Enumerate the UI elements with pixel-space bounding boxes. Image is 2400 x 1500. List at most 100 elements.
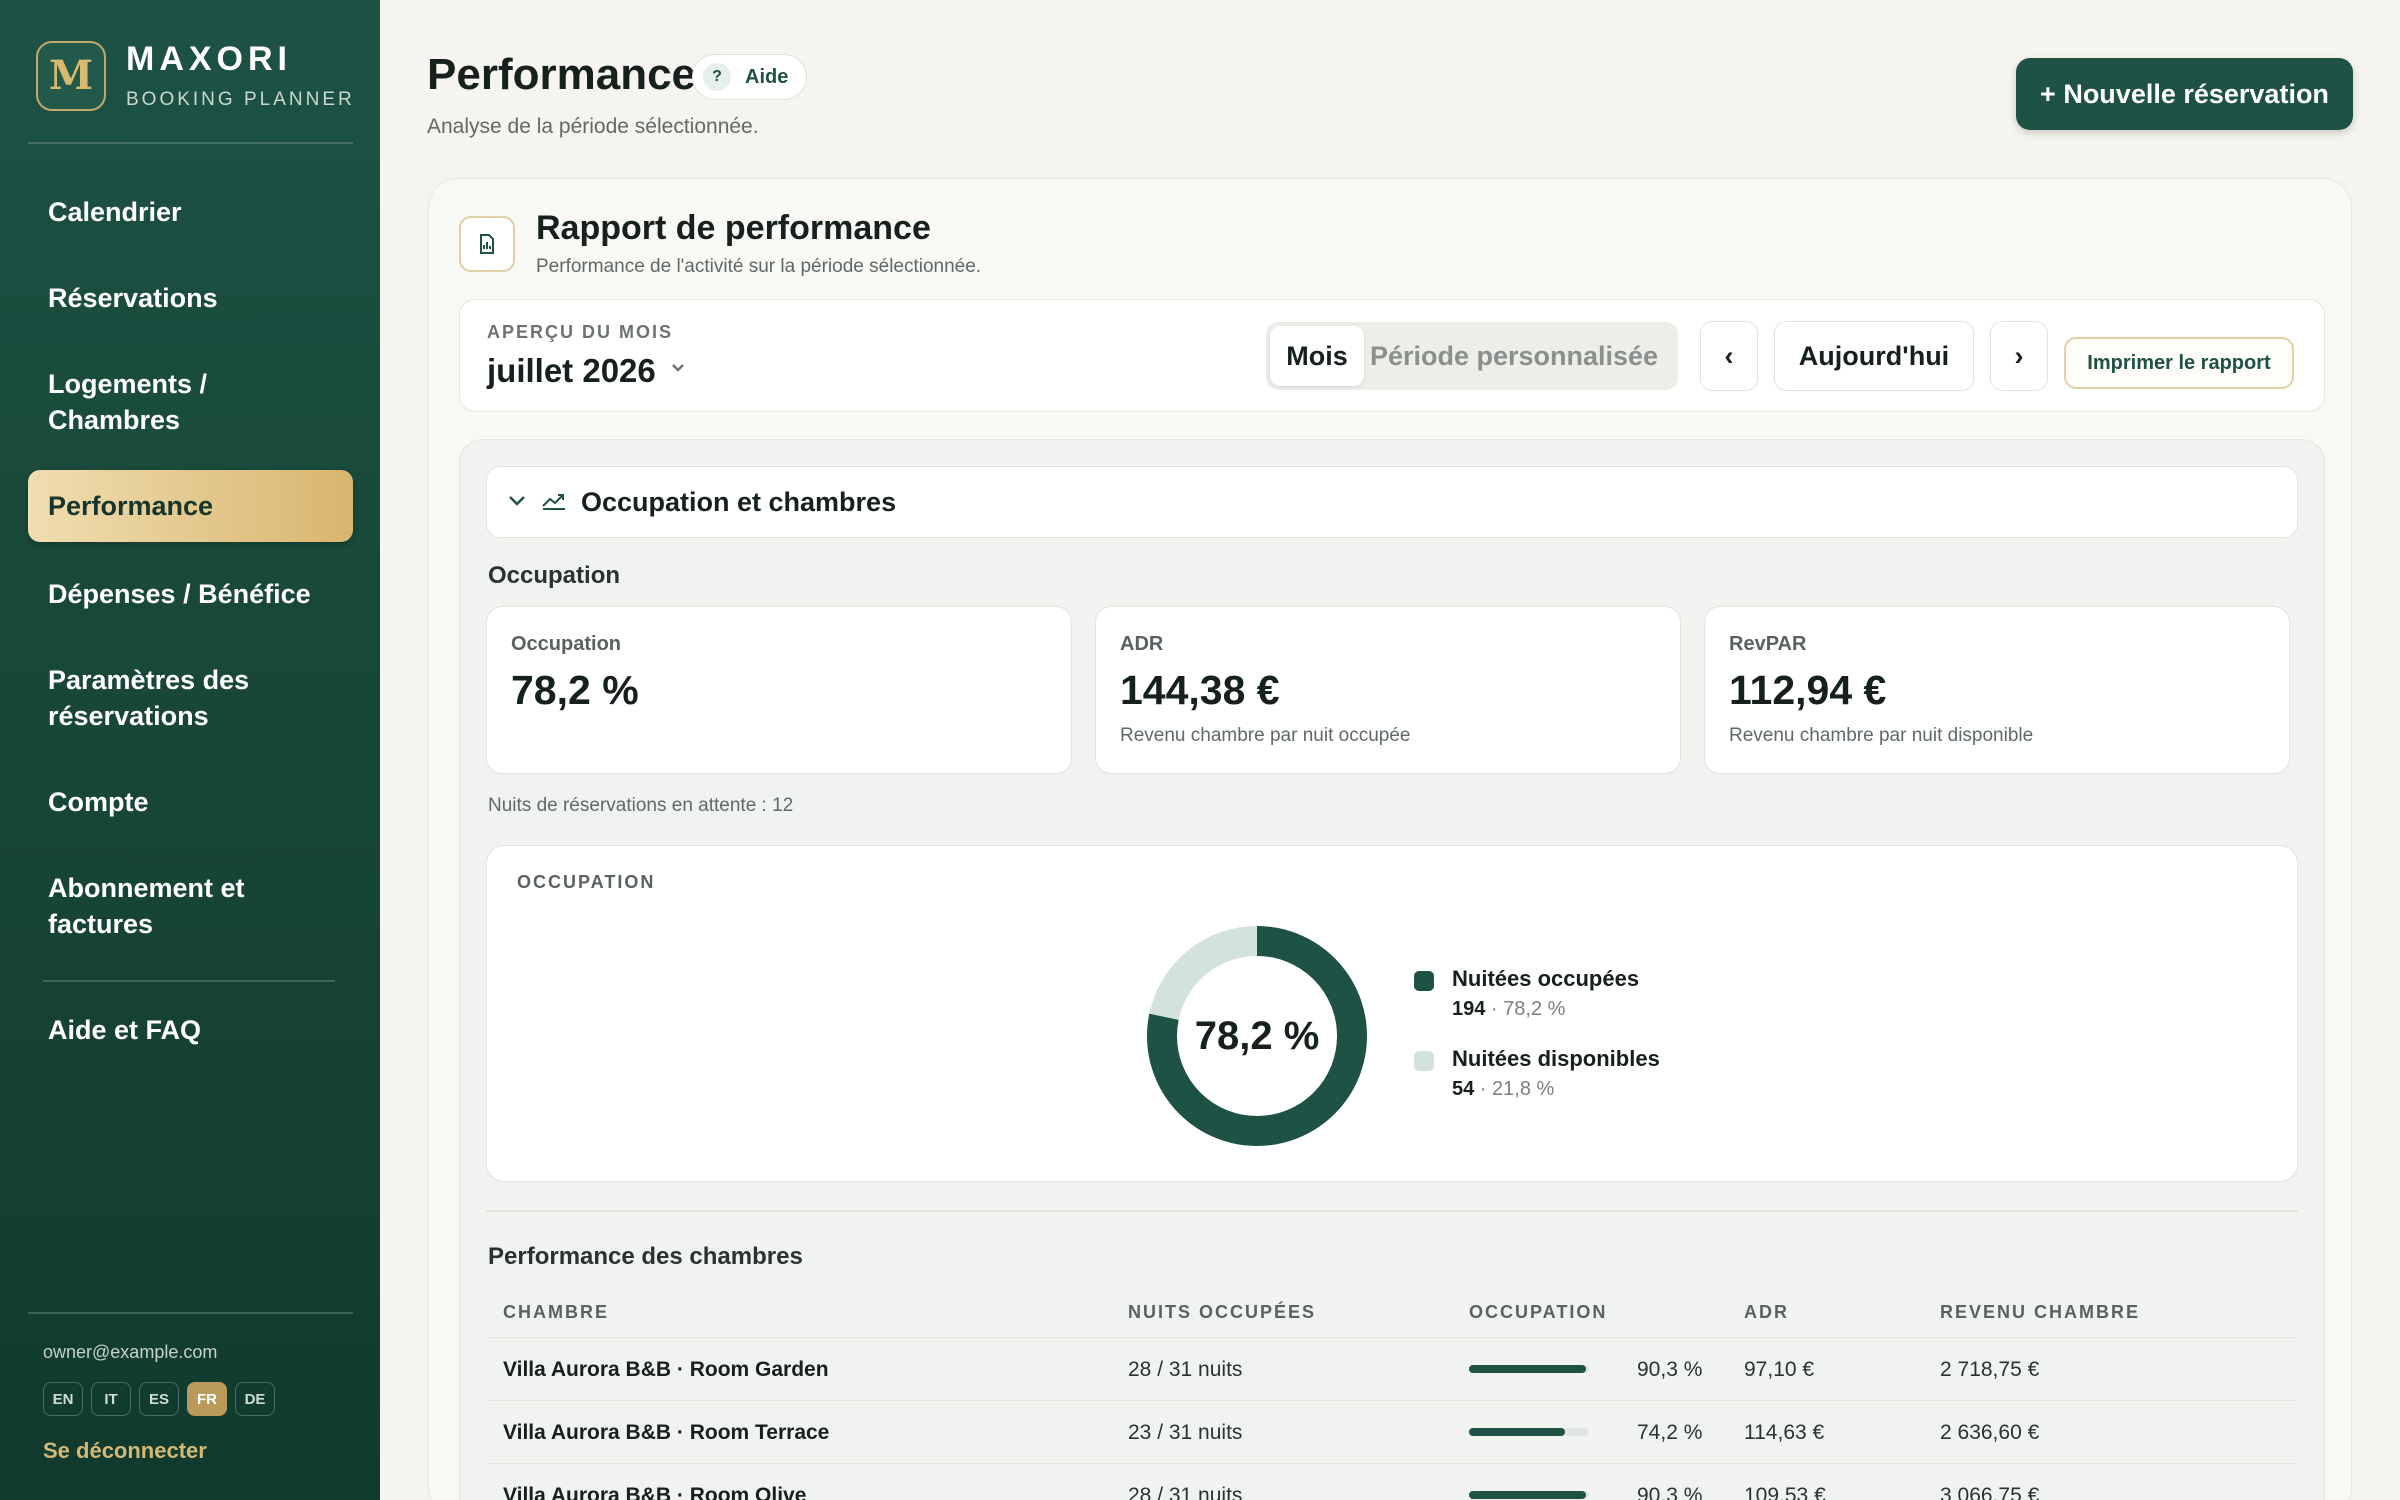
room-revenue: 3 066,75 €	[1940, 1484, 2040, 1500]
legend-count: 194	[1452, 998, 1486, 1020]
report-chart-icon	[459, 216, 515, 272]
month-selector[interactable]: juillet 2026	[487, 352, 688, 390]
help-button[interactable]: ? Aide	[692, 54, 808, 100]
sidebar-divider	[43, 980, 335, 982]
table-row[interactable]: Villa Aurora B&B · Room Olive 28 / 31 nui…	[486, 1463, 2298, 1500]
page-subtitle: Analyse de la période sélectionnée.	[427, 115, 759, 138]
sidebar-item-calendar[interactable]: Calendrier	[48, 197, 182, 227]
occupancy-subtitle: Occupation	[488, 562, 621, 589]
kpi-revpar-card: RevPAR 112,94 € Revenu chambre par nuit …	[1704, 606, 2290, 774]
legend-item-occupied: Nuitées occupées 194 · 78,2 %	[1414, 966, 1639, 1021]
chevron-down-icon[interactable]	[505, 488, 529, 517]
sidebar-divider	[28, 142, 353, 144]
sidebar-item-subscription[interactable]: Abonnement et factures	[48, 873, 245, 939]
chevron-down-icon	[668, 358, 688, 384]
occupancy-bar	[1469, 1428, 1589, 1436]
donut-slice-available	[1147, 926, 1367, 1146]
legend-percent: 21,8 %	[1492, 1078, 1555, 1100]
room-revenue: 2 718,75 €	[1940, 1358, 2040, 1381]
occupancy-chart-card: OCCUPATION 78,2 % Nuitées occupées 194 ·…	[486, 845, 2298, 1182]
language-switcher: EN IT ES FR DE	[43, 1382, 275, 1416]
occupancy-bar-fill	[1469, 1491, 1586, 1499]
sidebar-item-expenses[interactable]: Dépenses / Bénéfice	[48, 579, 311, 609]
sidebar-item-booking-settings[interactable]: Paramètres des réservations	[48, 665, 250, 731]
kpi-description: Revenu chambre par nuit disponible	[1729, 725, 2034, 746]
previous-period-button[interactable]: ‹	[1700, 321, 1758, 391]
sidebar-item-account[interactable]: Compte	[48, 787, 149, 817]
sidebar-item-performance[interactable]: Performance	[28, 470, 353, 542]
lang-de-button[interactable]: DE	[235, 1382, 275, 1416]
column-header-room: CHAMBRE	[503, 1302, 609, 1322]
column-header-adr: ADR	[1744, 1302, 1789, 1322]
logout-link[interactable]: Se déconnecter	[43, 1438, 207, 1463]
occupancy-bar	[1469, 1491, 1589, 1499]
sidebar-divider	[28, 1312, 353, 1314]
page-title: Performance	[427, 50, 697, 99]
sidebar-item-reservations[interactable]: Réservations	[48, 283, 218, 313]
lang-it-button[interactable]: IT	[91, 1382, 131, 1416]
legend-count: 54	[1452, 1078, 1475, 1100]
kpi-adr-card: ADR 144,38 € Revenu chambre par nuit occ…	[1095, 606, 1681, 774]
column-header-nights: NUITS OCCUPÉES	[1128, 1302, 1317, 1322]
room-performance-title: Performance des chambres	[488, 1243, 803, 1270]
report-card: Rapport de performance Performance de l'…	[428, 178, 2352, 1500]
table-row[interactable]: Villa Aurora B&B · Room Terrace 23 / 31 n…	[486, 1400, 2298, 1462]
kpi-label: RevPAR	[1729, 633, 1807, 655]
room-occupancy: 74,2 %	[1637, 1421, 1703, 1444]
legend-swatch	[1414, 971, 1434, 991]
room-nights: 28 / 31 nuits	[1128, 1358, 1243, 1381]
mode-custom-period-button[interactable]: Période personnalisée	[1369, 340, 1659, 371]
room-adr: 114,63 €	[1744, 1421, 1825, 1444]
kpi-label: Occupation	[511, 633, 622, 655]
kpi-occupancy-card: Occupation 78,2 %	[486, 606, 1072, 774]
kpi-value: 78,2 %	[511, 667, 639, 713]
brand: M MAXORI BOOKING PLANNER	[36, 40, 355, 111]
room-name: Villa Aurora B&B · Room Olive	[503, 1484, 807, 1500]
room-nights: 23 / 31 nuits	[1128, 1421, 1243, 1444]
section-divider	[486, 1210, 2298, 1212]
next-period-button[interactable]: ›	[1990, 321, 2048, 391]
occupancy-bar-fill	[1469, 1365, 1586, 1373]
period-toolbar: APERÇU DU MOIS juillet 2026 Mois Période…	[459, 299, 2325, 412]
room-name: Villa Aurora B&B · Room Terrace	[503, 1421, 830, 1444]
report-title: Rapport de performance	[536, 209, 931, 247]
room-name: Villa Aurora B&B · Room Garden	[503, 1358, 829, 1381]
occupancy-bar-fill	[1469, 1428, 1565, 1436]
occupancy-section-header[interactable]: Occupation et chambres	[486, 466, 2298, 538]
occupancy-section: Occupation et chambres Occupation Occupa…	[459, 439, 2325, 1500]
brand-subtitle: BOOKING PLANNER	[126, 89, 355, 110]
print-report-button[interactable]: Imprimer le rapport	[2064, 337, 2294, 389]
account-email: owner@example.com	[43, 1342, 218, 1362]
month-value: juillet 2026	[487, 352, 656, 389]
lang-fr-button[interactable]: FR	[187, 1382, 227, 1416]
donut-center-value: 78,2 %	[1194, 1013, 1320, 1058]
brand-name: MAXORI	[126, 40, 292, 78]
sidebar-item-accommodations[interactable]: Logements / Chambres	[48, 369, 208, 435]
lang-es-button[interactable]: ES	[139, 1382, 179, 1416]
kpi-value: 144,38 €	[1120, 667, 1280, 713]
legend-item-available: Nuitées disponibles 54 · 21,8 %	[1414, 1046, 1660, 1101]
kpi-description: Revenu chambre par nuit occupée	[1120, 725, 1411, 746]
legend-label: Nuitées disponibles	[1452, 1046, 1660, 1071]
column-header-occupancy: OCCUPATION	[1469, 1302, 1608, 1322]
room-occupancy: 90,3 %	[1637, 1358, 1703, 1381]
room-nights: 28 / 31 nuits	[1128, 1484, 1243, 1500]
occupancy-bar	[1469, 1365, 1589, 1373]
new-reservation-button[interactable]: + Nouvelle réservation	[2016, 58, 2353, 130]
lang-en-button[interactable]: EN	[43, 1382, 83, 1416]
kpi-value: 112,94 €	[1729, 667, 1887, 713]
kpi-label: ADR	[1120, 633, 1164, 655]
today-button[interactable]: Aujourd'hui	[1774, 321, 1974, 391]
chart-title: OCCUPATION	[517, 872, 656, 892]
help-label: Aide	[745, 65, 789, 88]
sidebar-item-help[interactable]: Aide et FAQ	[48, 1015, 202, 1045]
mode-month-button[interactable]: Mois	[1270, 326, 1364, 386]
column-header-revenue: REVENU CHAMBRE	[1940, 1302, 2141, 1322]
table-row[interactable]: Villa Aurora B&B · Room Garden 28 / 31 nu…	[486, 1337, 2298, 1399]
room-revenue: 2 636,60 €	[1940, 1421, 2040, 1444]
period-mode-toggle: Mois Période personnalisée	[1266, 322, 1678, 390]
pending-nights-note: Nuits de réservations en attente : 12	[488, 795, 794, 816]
legend-label: Nuitées occupées	[1452, 966, 1640, 991]
sidebar: M MAXORI BOOKING PLANNER Calendrier Rése…	[0, 0, 380, 1500]
help-icon: ?	[703, 63, 731, 91]
